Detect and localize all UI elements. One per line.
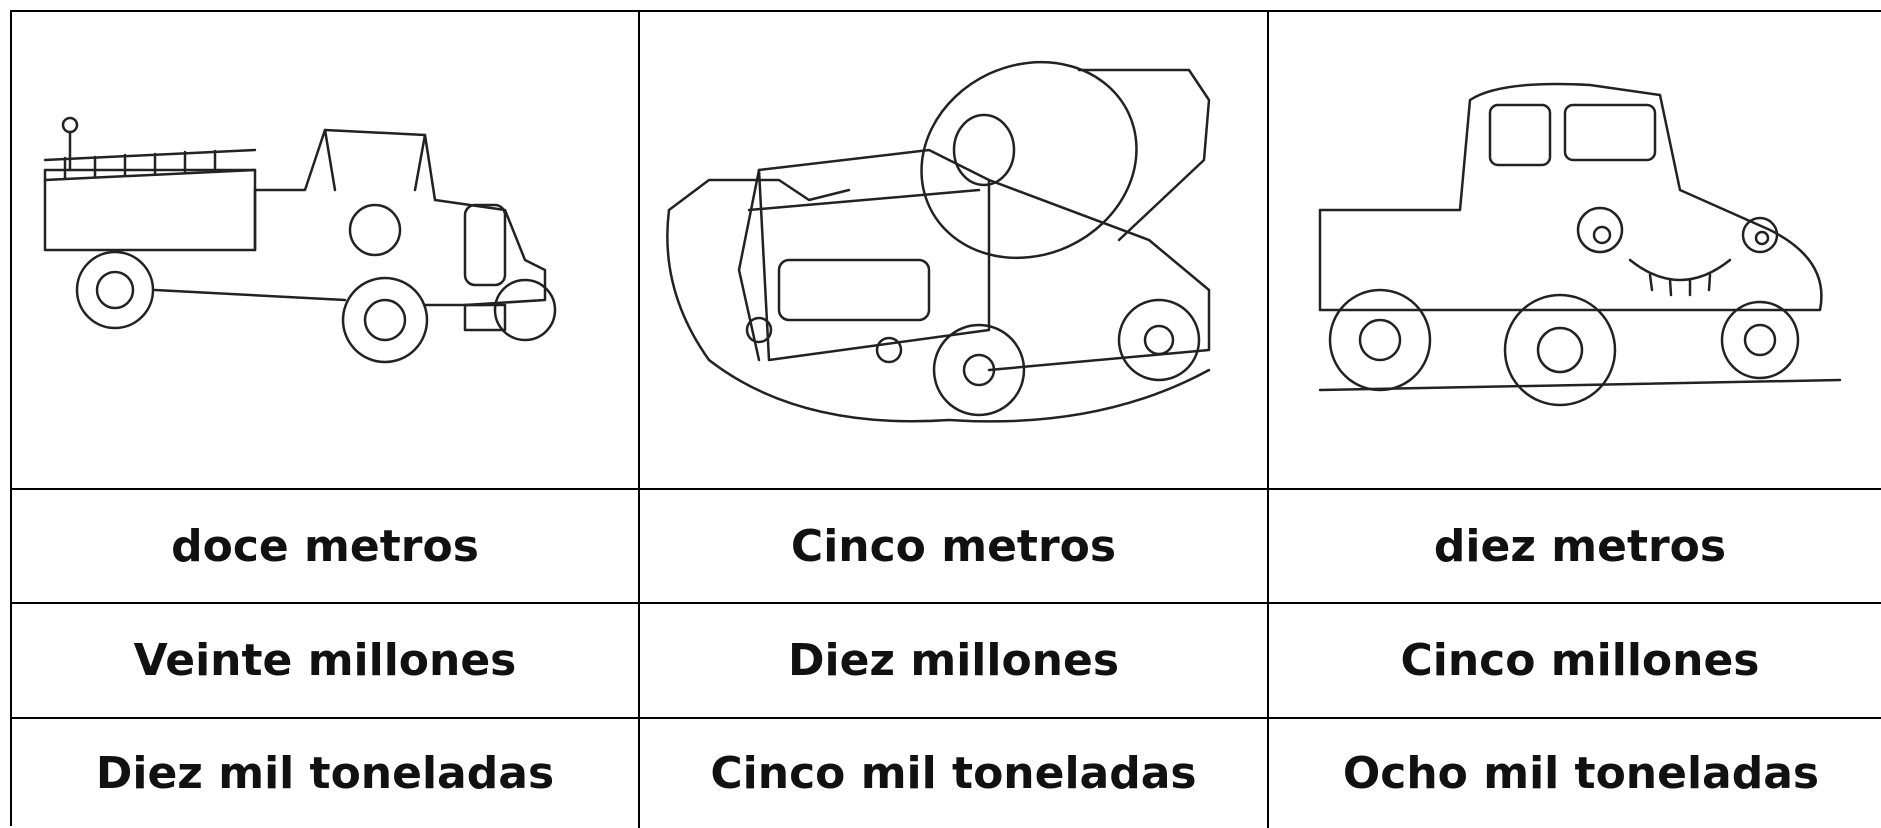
cell-text: Veinte millones [133,635,517,686]
cell-text: Ocho mil toneladas [1342,748,1820,799]
image-cell [640,12,1269,490]
cell-text: doce metros [171,520,479,572]
cement-mixer-drawing [665,60,1210,423]
table-cell: Diez millones [640,604,1269,719]
table: doce metros Cinco metros diez metros Vei… [10,10,1881,828]
table-cell: Cinco mil toneladas [640,719,1269,828]
table-cell: doce metros [12,490,640,604]
table-cell: Ocho mil toneladas [1269,719,1881,828]
image-cell [12,12,640,490]
pickup-truck-drawing [1318,82,1842,407]
fire-truck-drawing [43,116,557,364]
image-cell [1269,12,1881,490]
cell-text: Cinco mil toneladas [710,748,1197,799]
table-cell: diez metros [1269,490,1881,604]
cell-text: Diez millones [787,635,1120,686]
table-cell: Diez mil toneladas [12,719,640,828]
table-cell: Cinco metros [640,490,1269,604]
cell-text: Diez mil toneladas [95,748,555,799]
cell-text: diez metros [1433,520,1727,572]
table-cell: Cinco millones [1269,604,1881,719]
cell-text: Cinco millones [1400,635,1760,686]
table-cell: Veinte millones [12,604,640,719]
cell-text: Cinco metros [790,520,1117,572]
